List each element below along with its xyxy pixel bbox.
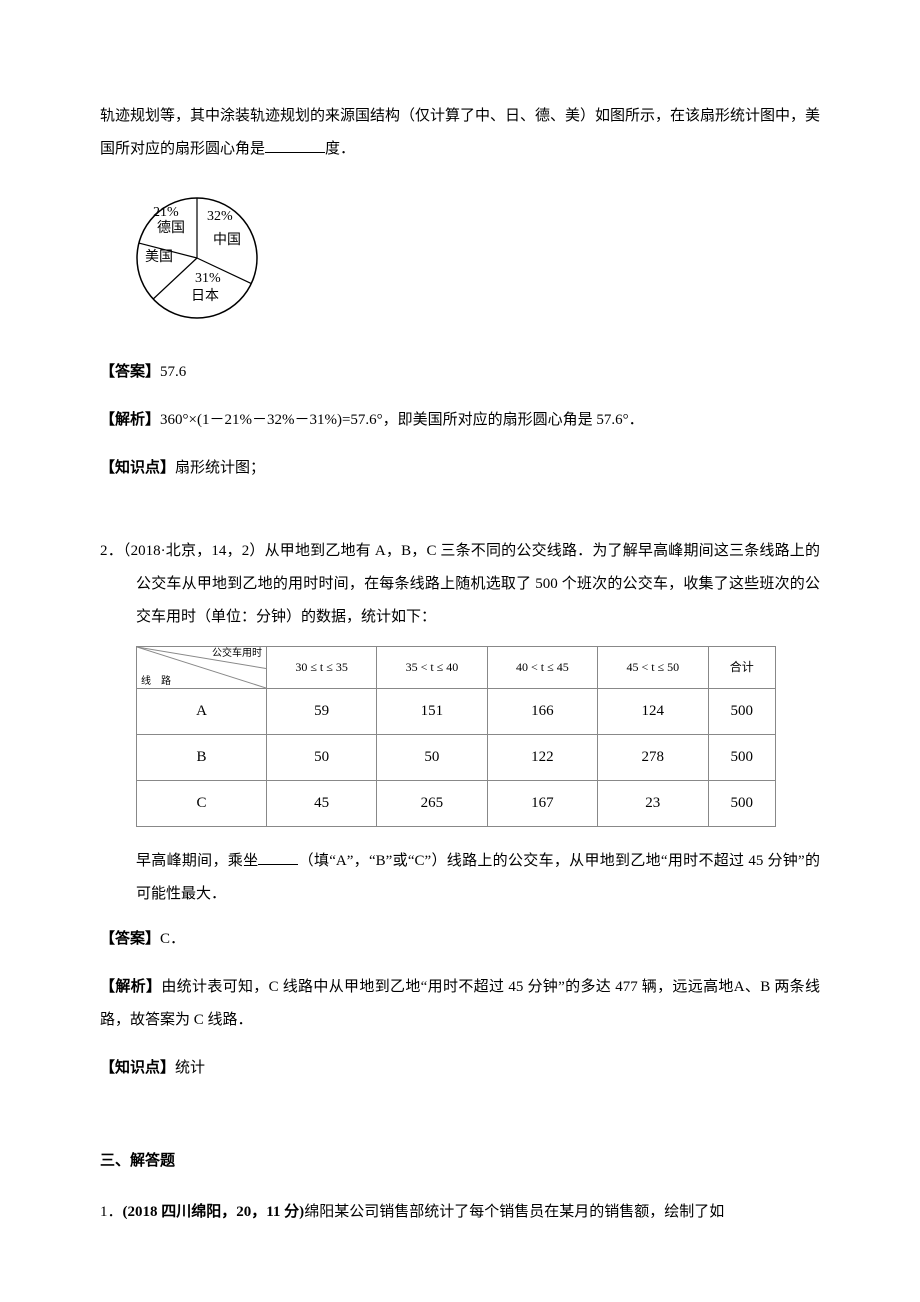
answer-1-value: 57.6 <box>160 364 186 380</box>
cell: 124 <box>598 689 708 735</box>
knowledge-2: 【知识点】统计 <box>100 1052 820 1085</box>
cell: 500 <box>708 781 776 827</box>
intro-text: 轨迹规划等，其中涂装轨迹规划的来源国结构（仅计算了中、日、德、美）如图所示，在该… <box>100 108 820 157</box>
s3-q1-body: 绵阳某公司销售部统计了每个销售员在某月的销售额，绘制了如 <box>304 1204 724 1220</box>
cell: 50 <box>377 735 487 781</box>
cell: 500 <box>708 689 776 735</box>
th-col-2: 40 < t ≤ 45 <box>487 647 597 689</box>
th-col-3: 45 < t ≤ 50 <box>598 647 708 689</box>
cell: 500 <box>708 735 776 781</box>
answer-2: 【答案】C． <box>100 923 820 956</box>
analysis-1: 【解析】360°×(1－21%－32%－31%)=57.6°，即美国所对应的扇形… <box>100 404 820 437</box>
pie-pct-china: 32% <box>207 210 233 224</box>
answer-2-label: 【答案】 <box>100 931 160 947</box>
cell: 278 <box>598 735 708 781</box>
table-header-row: 公交车用时 线 路 30 ≤ t ≤ 35 35 < t ≤ 40 40 < t… <box>137 647 776 689</box>
knowledge-2-text: 统计 <box>175 1060 205 1076</box>
q2-source: （2018·北京，14，2） <box>123 543 265 559</box>
s3-q1-num: 1． <box>100 1204 123 1220</box>
pie-lbl-usa: 美国 <box>145 251 173 265</box>
th-col-1: 35 < t ≤ 40 <box>377 647 487 689</box>
th-col-4: 合计 <box>708 647 776 689</box>
analysis-2-text: 由统计表可知，C 线路中从甲地到乙地“用时不超过 45 分钟”的多达 477 辆… <box>100 979 820 1028</box>
cell: 265 <box>377 781 487 827</box>
q2-tail-1: 早高峰期间，乘坐 <box>136 853 258 869</box>
cell-route: B <box>137 735 267 781</box>
analysis-2: 【解析】由统计表可知，C 线路中从甲地到乙地“用时不超过 45 分钟”的多达 4… <box>100 971 820 1037</box>
pie-svg <box>115 186 280 331</box>
q2-num: 2． <box>100 543 123 559</box>
pie-pct-japan: 31% <box>195 272 221 286</box>
cell: 45 <box>267 781 377 827</box>
knowledge-1-label: 【知识点】 <box>100 460 175 476</box>
table-row: A 59 151 166 124 500 <box>137 689 776 735</box>
answer-2-value: C． <box>160 931 185 947</box>
th-top: 公交车用时 <box>212 648 262 659</box>
question-2-block: 2．（2018·北京，14，2）从甲地到乙地有 A，B，C 三条不同的公交线路．… <box>100 535 820 911</box>
pie-lbl-china: 中国 <box>213 234 241 248</box>
th-col-0: 30 ≤ t ≤ 35 <box>267 647 377 689</box>
intro-suffix: 度． <box>325 141 355 157</box>
table-row: B 50 50 122 278 500 <box>137 735 776 781</box>
cell-route: A <box>137 689 267 735</box>
answer-1-label: 【答案】 <box>100 364 160 380</box>
blank-fill <box>265 138 325 153</box>
cell: 122 <box>487 735 597 781</box>
knowledge-1: 【知识点】扇形统计图； <box>100 452 820 485</box>
section-3-heading: 三、解答题 <box>100 1145 820 1178</box>
cell: 166 <box>487 689 597 735</box>
section-3: 三、解答题 1．(2018 四川绵阳，20，11 分)绵阳某公司销售部统计了每个… <box>100 1145 820 1229</box>
answer-1: 【答案】57.6 <box>100 356 820 389</box>
table-row: C 45 265 167 23 500 <box>137 781 776 827</box>
s3-q1-source: (2018 四川绵阳，20，11 分) <box>123 1204 305 1220</box>
question-2-tail: 早高峰期间，乘坐（填“A”，“B”或“C”）线路上的公交车，从甲地到乙地“用时不… <box>100 845 820 911</box>
pie-chart: 21% 德国 32% 中国 美国 31% 日本 <box>115 186 280 331</box>
cell: 23 <box>598 781 708 827</box>
question-2-main: 2．（2018·北京，14，2）从甲地到乙地有 A，B，C 三条不同的公交线路．… <box>100 535 820 634</box>
bus-data-table: 公交车用时 线 路 30 ≤ t ≤ 35 35 < t ≤ 40 40 < t… <box>136 646 776 827</box>
pie-pct-germany: 21% <box>153 206 179 220</box>
cell-route: C <box>137 781 267 827</box>
cell: 167 <box>487 781 597 827</box>
blank-fill-2 <box>258 850 298 865</box>
analysis-1-text: 360°×(1－21%－32%－31%)=57.6°，即美国所对应的扇形圆心角是… <box>160 412 644 428</box>
cell: 151 <box>377 689 487 735</box>
pie-lbl-germany: 德国 <box>157 222 185 236</box>
th-bot: 线 路 <box>141 676 171 687</box>
section-3-q1: 1．(2018 四川绵阳，20，11 分)绵阳某公司销售部统计了每个销售员在某月… <box>100 1196 820 1229</box>
knowledge-1-text: 扇形统计图； <box>175 460 265 476</box>
analysis-1-label: 【解析】 <box>100 412 160 428</box>
cell: 50 <box>267 735 377 781</box>
table-header-diag: 公交车用时 线 路 <box>137 647 267 689</box>
intro-paragraph: 轨迹规划等，其中涂装轨迹规划的来源国结构（仅计算了中、日、德、美）如图所示，在该… <box>100 100 820 166</box>
cell: 59 <box>267 689 377 735</box>
knowledge-2-label: 【知识点】 <box>100 1060 175 1076</box>
analysis-2-label: 【解析】 <box>100 979 161 995</box>
pie-lbl-japan: 日本 <box>191 290 219 304</box>
